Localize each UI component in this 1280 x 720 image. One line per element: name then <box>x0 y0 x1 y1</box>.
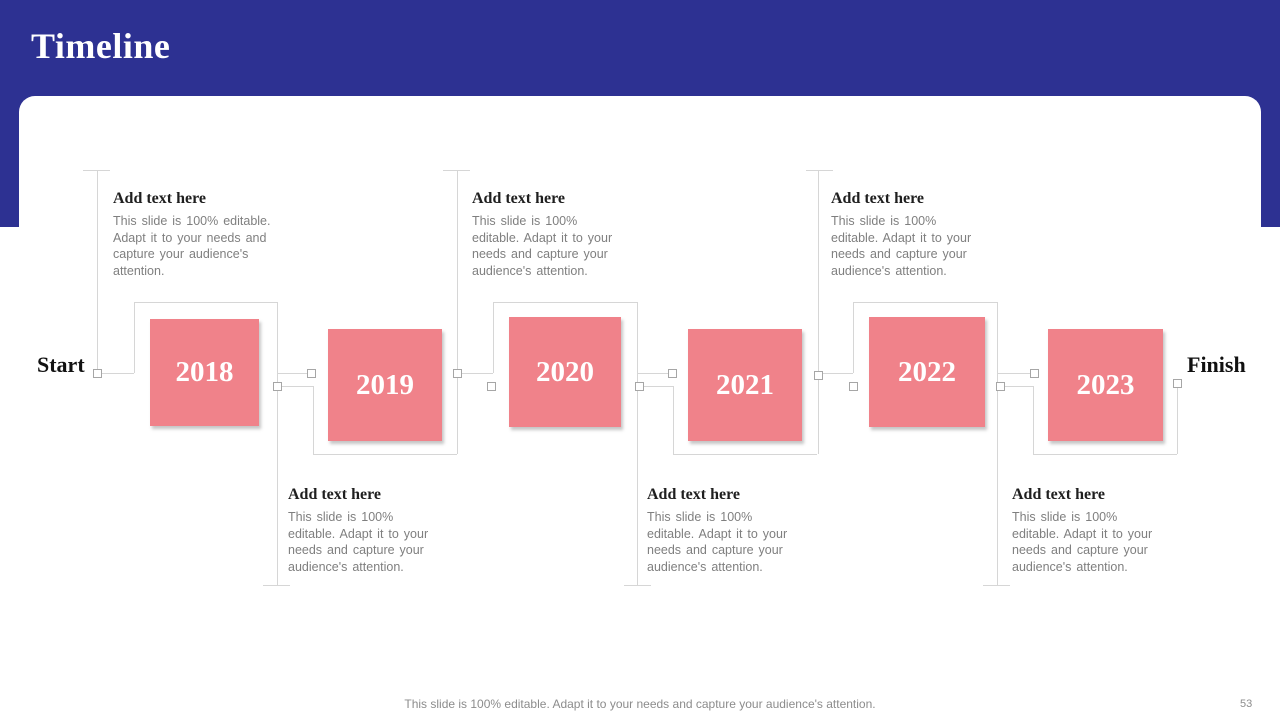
note-body: This slide is 100% editable. Adapt it to… <box>472 214 613 278</box>
year-box-label: 2022 <box>898 355 956 388</box>
note-body: This slide is 100% editable. Adapt it to… <box>647 510 788 574</box>
note-heading: Add text here <box>472 190 566 207</box>
connector-line <box>263 585 290 586</box>
connector-line <box>97 373 134 374</box>
note-heading: Add text here <box>831 190 925 207</box>
year-box-2020[interactable]: 2020 <box>509 317 621 427</box>
connector-line <box>493 302 494 373</box>
connector-node <box>487 382 496 391</box>
year-box-label: 2021 <box>716 368 774 401</box>
connector-line <box>457 373 493 374</box>
connector-line <box>134 302 135 373</box>
finish-label[interactable]: Finish <box>1187 352 1246 377</box>
connector-line <box>637 373 672 374</box>
connector-line <box>277 386 313 387</box>
connector-line <box>134 302 277 303</box>
connector-line <box>1033 386 1034 454</box>
note-heading: Add text here <box>647 486 741 503</box>
year-box-2018[interactable]: 2018 <box>150 319 259 426</box>
connector-line <box>457 170 458 454</box>
year-box-label: 2018 <box>175 356 234 388</box>
start-label[interactable]: Start <box>37 352 85 377</box>
connector-line <box>313 454 457 455</box>
year-box-2023[interactable]: 2023 <box>1048 329 1163 441</box>
connector-line <box>637 386 673 387</box>
connector-node <box>849 382 858 391</box>
connector-node <box>1030 369 1039 378</box>
connector-line <box>1177 383 1178 454</box>
connector-line <box>277 302 278 585</box>
connector-line <box>313 386 314 454</box>
connector-node <box>307 369 316 378</box>
note-body: This slide is 100% editable. Adapt it to… <box>113 214 271 278</box>
connector-line <box>997 373 1034 374</box>
connector-line <box>818 170 819 454</box>
connector-node <box>996 382 1005 391</box>
connector-line <box>853 302 997 303</box>
connector-line <box>673 454 817 455</box>
connector-line <box>997 386 1033 387</box>
note-heading: Add text here <box>113 190 207 207</box>
connector-line <box>673 386 674 454</box>
connector-line <box>997 302 998 585</box>
connector-line <box>806 170 833 171</box>
year-box-2021[interactable]: 2021 <box>688 329 802 441</box>
note-block-2020[interactable]: Add text here This slide is 100% editabl… <box>472 189 627 279</box>
year-box-2019[interactable]: 2019 <box>328 329 442 441</box>
note-heading: Add text here <box>1012 486 1106 503</box>
year-box-label: 2023 <box>1076 368 1135 401</box>
connector-line <box>637 302 638 585</box>
note-body: This slide is 100% editable. Adapt it to… <box>288 510 429 574</box>
slide-number: 53 <box>1240 698 1253 710</box>
connector-line <box>443 170 470 171</box>
connector-line <box>853 302 854 373</box>
note-block-2021[interactable]: Add text here This slide is 100% editabl… <box>647 485 802 575</box>
note-block-2022[interactable]: Add text here This slide is 100% editabl… <box>831 189 986 279</box>
connector-node <box>273 382 282 391</box>
footer-note: This slide is 100% editable. Adapt it to… <box>404 697 876 711</box>
year-box-label: 2020 <box>536 355 594 388</box>
note-body: This slide is 100% editable. Adapt it to… <box>1012 510 1153 574</box>
connector-node <box>453 369 462 378</box>
note-heading: Add text here <box>288 486 382 503</box>
connector-line <box>1033 454 1177 455</box>
page-title[interactable]: Timeline <box>31 26 171 66</box>
connector-line <box>83 170 110 171</box>
year-box-label: 2019 <box>356 368 414 401</box>
connector-line <box>493 302 637 303</box>
note-body: This slide is 100% editable. Adapt it to… <box>831 214 972 278</box>
connector-line <box>818 373 853 374</box>
connector-node <box>635 382 644 391</box>
note-block-2023[interactable]: Add text here This slide is 100% editabl… <box>1012 485 1167 575</box>
connector-node <box>814 371 823 380</box>
connector-line <box>983 585 1010 586</box>
year-box-2022[interactable]: 2022 <box>869 317 985 427</box>
note-block-2018[interactable]: Add text here This slide is 100% editabl… <box>113 189 275 279</box>
connector-line <box>624 585 651 586</box>
connector-node <box>93 369 102 378</box>
connector-node <box>1173 379 1182 388</box>
connector-line <box>277 373 311 374</box>
connector-node <box>668 369 677 378</box>
connector-line <box>97 170 98 373</box>
note-block-2019[interactable]: Add text here This slide is 100% editabl… <box>288 485 443 575</box>
